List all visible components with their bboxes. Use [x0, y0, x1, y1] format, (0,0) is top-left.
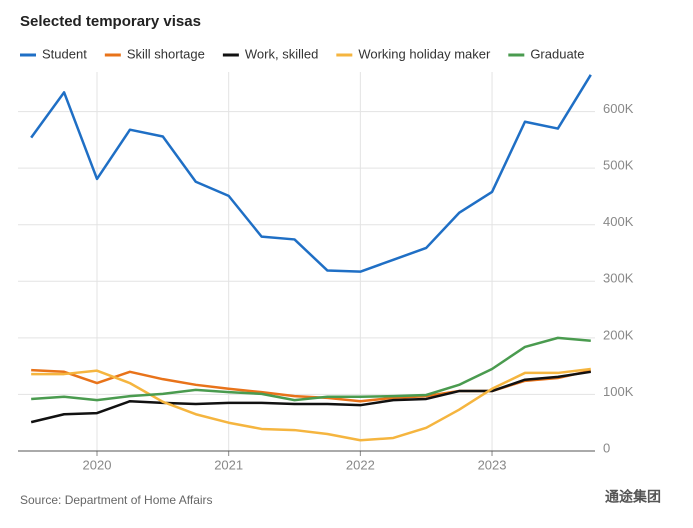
series-line	[30, 370, 591, 424]
x-tick-label: 2022	[346, 457, 375, 472]
x-tick-label: 2020	[83, 457, 112, 472]
x-tick-label: 2021	[214, 457, 243, 472]
legend-label: Skill shortage	[127, 46, 205, 61]
legend-label: Student	[42, 46, 87, 61]
y-tick-label: 0	[603, 440, 610, 455]
y-tick-label: 100K	[603, 384, 634, 399]
series-line	[30, 74, 592, 273]
y-tick-label: 500K	[603, 158, 634, 173]
series-line	[31, 336, 591, 402]
chart-title: Selected temporary visas	[20, 13, 201, 30]
y-tick-label: 400K	[603, 214, 634, 229]
x-tick-label: 2023	[478, 457, 507, 472]
series-line	[31, 367, 591, 442]
legend-label: Work, skilled	[245, 46, 318, 61]
legend-label: Graduate	[530, 46, 584, 61]
watermark: 通途集团	[605, 489, 661, 505]
y-tick-label: 600K	[603, 101, 634, 116]
y-tick-label: 300K	[603, 271, 634, 286]
legend-label: Working holiday maker	[358, 46, 491, 61]
source: Source: Department of Home Affairs	[20, 493, 213, 507]
y-tick-label: 200K	[603, 327, 634, 342]
